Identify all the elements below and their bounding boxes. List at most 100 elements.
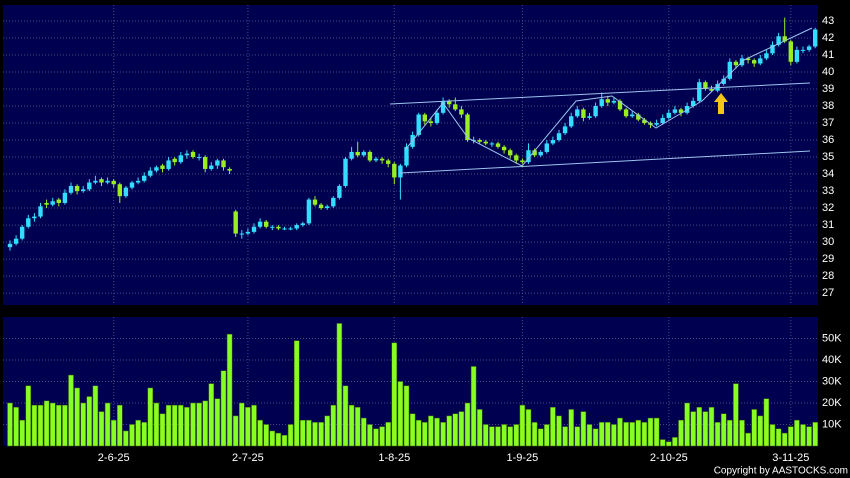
candle-body (752, 60, 757, 64)
marks (7, 17, 818, 447)
volume-bar (324, 415, 330, 447)
volume-bar (690, 411, 696, 447)
volume-bar (434, 417, 440, 447)
trendlines (389, 27, 813, 174)
x-tick-label: 2-7-25 (232, 452, 264, 464)
volume-bar (239, 402, 245, 447)
volume-bar (348, 404, 355, 447)
volume-bar (739, 419, 745, 447)
candle-body (721, 78, 726, 84)
volume-bar (117, 404, 123, 447)
y-tick-label: 33 (822, 185, 834, 197)
candle-body (148, 170, 153, 176)
volume-bar (781, 432, 788, 447)
volume-bar (458, 411, 465, 447)
y-tick-label: 34 (822, 168, 834, 180)
candle-body (50, 201, 55, 205)
candle-body (99, 179, 104, 183)
y-tick-label: 38 (822, 100, 834, 112)
volume-bar (373, 428, 379, 447)
volume-bar (678, 419, 684, 447)
candle-body (392, 163, 397, 178)
candle-body (691, 100, 696, 107)
candle-body (813, 29, 818, 47)
volume-bar (702, 411, 709, 447)
candle-body (806, 46, 812, 50)
volume-bar (190, 402, 196, 447)
candle-body (32, 216, 37, 219)
candle-body (215, 160, 220, 166)
y-tick-label: 27 (822, 287, 834, 299)
volume-bar (501, 424, 507, 447)
y-tick-label: 41 (822, 49, 834, 61)
volume-bar (641, 422, 648, 447)
x-tick-label: 2-6-25 (98, 452, 130, 464)
volume-bar (629, 422, 635, 447)
volume-bar (165, 404, 172, 447)
volume-bar (153, 402, 160, 447)
candle-body (630, 114, 635, 117)
y-tick-label: 37 (822, 117, 834, 129)
volume-bar (623, 422, 629, 447)
volume-bar (568, 409, 574, 447)
candle-body (386, 160, 391, 164)
candle-body (13, 238, 19, 244)
volume-bar (580, 411, 587, 447)
candle-body (264, 221, 269, 227)
candle-body (483, 141, 488, 144)
candle-body (788, 41, 793, 62)
candle-body (62, 192, 68, 203)
candle-body (733, 61, 739, 66)
volume-bar (208, 383, 215, 447)
candle-body (367, 151, 373, 161)
volume-bar (696, 407, 703, 447)
volume-bar (672, 437, 678, 447)
volume-bar (287, 424, 294, 447)
volume-bar (550, 407, 556, 447)
price-panel (3, 5, 818, 305)
volume-bar (708, 407, 715, 447)
candle-body (611, 100, 617, 103)
candle-body (251, 226, 257, 232)
volume-bar (178, 404, 184, 447)
candle-body (233, 211, 238, 234)
candle-body (379, 158, 385, 161)
volume-tick-label: 50K (822, 332, 842, 344)
volume-bar (123, 430, 129, 447)
volume-tick-label: 10K (822, 418, 842, 430)
volume-bar (617, 417, 623, 447)
volume-bar (281, 435, 288, 447)
volume-bar (574, 426, 581, 447)
volume-bar (74, 387, 80, 447)
candle-body (599, 99, 604, 107)
candle-body (68, 185, 74, 193)
volume-bar (80, 402, 86, 447)
candle-body (654, 123, 659, 125)
volume-bar (440, 422, 446, 447)
candle-body (276, 226, 281, 229)
candle-body (758, 58, 763, 64)
candle-body (160, 165, 165, 169)
volume-bar (452, 413, 459, 447)
candle-body (800, 49, 806, 51)
volume-bar (720, 413, 727, 447)
volume-bar (684, 402, 690, 447)
volume-bar (714, 422, 721, 447)
candle-body (312, 199, 318, 205)
volume-bar (7, 402, 13, 447)
volume-bar (415, 419, 422, 447)
volume-bar (507, 426, 513, 447)
candle-body (38, 206, 43, 217)
volume-bar (336, 323, 343, 447)
candle-body (593, 106, 598, 117)
candle-body (562, 126, 568, 134)
volume-bar (806, 426, 812, 447)
y-tick-label: 31 (822, 219, 834, 231)
candle-body (349, 151, 354, 159)
volume-bar (110, 419, 117, 447)
volume-bar (196, 402, 202, 447)
volume-bar (422, 422, 428, 447)
candle-body (495, 143, 501, 147)
candle-body (123, 187, 129, 197)
candle-body (190, 151, 196, 158)
